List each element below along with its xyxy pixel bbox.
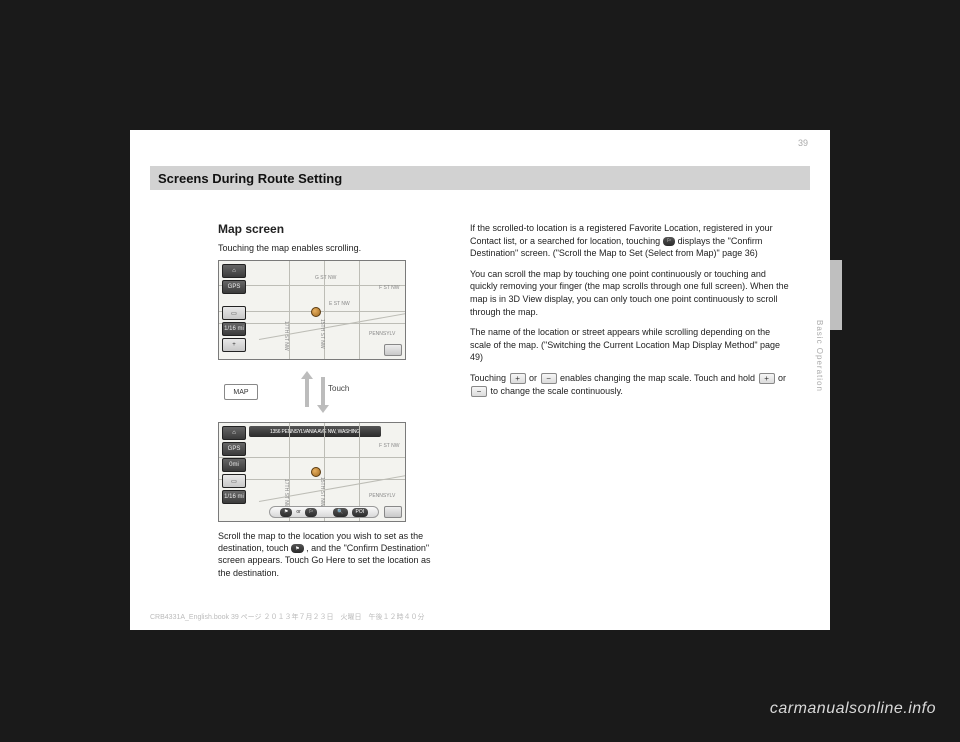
poi-button[interactable]: POI: [352, 508, 369, 517]
touch-label: Touch: [328, 384, 349, 393]
street-label: PENNSYLV: [369, 493, 395, 499]
left-column: Map screen Touching the map enables scro…: [218, 222, 438, 585]
print-footnote: CRB4331A_English.book 39 ページ ２０１３年７月２３日 …: [150, 612, 424, 622]
map-side-controls: ⌂ GPS ▭ 1/16 mi +: [222, 264, 246, 352]
street-label: 15TH ST NW: [319, 319, 325, 349]
street-label: PENNSYLV: [369, 331, 395, 337]
zoom-out-icon[interactable]: −: [541, 373, 557, 384]
zoom-in-button[interactable]: +: [222, 338, 246, 352]
section-header: Screens During Route Setting: [150, 166, 810, 190]
arrow-up-icon: [302, 371, 312, 413]
compass-button[interactable]: ⌂: [222, 426, 246, 440]
manual-page: 39 Basic Operation Screens During Route …: [130, 130, 830, 630]
transition-row: MAP Touch: [218, 366, 438, 418]
intro-text: Touching the map enables scrolling.: [218, 242, 438, 254]
zoom-out-button[interactable]: [384, 506, 402, 518]
street-label: G ST NW: [315, 275, 336, 281]
flag-dest-button-inline[interactable]: ⚑: [291, 544, 303, 553]
arrow-down-icon: [318, 371, 328, 413]
watermark: carmanualsonline.info: [770, 700, 936, 718]
scale-button[interactable]: 1/16 mi: [222, 322, 246, 336]
map-cursor-icon: [311, 467, 321, 477]
flag-waypoint-button[interactable]: ⚐: [305, 508, 317, 517]
map-side-controls: ⌂ GPS 0mi ▭ 1/16 mi: [222, 426, 246, 504]
gps-button[interactable]: GPS: [222, 280, 246, 294]
or-label: or: [296, 509, 300, 515]
layer-button[interactable]: ▭: [222, 474, 246, 488]
thumb-tab: [830, 260, 842, 330]
paragraph-street-name: The name of the location or street appea…: [470, 326, 790, 364]
map-hard-key[interactable]: MAP: [224, 384, 258, 400]
zoom-in-icon[interactable]: +: [510, 373, 526, 384]
map-screenshot-bottom: 1356 PENNSYLVANIA AVE NW, WASHING F ST N…: [218, 422, 406, 522]
map-screenshot-top: G ST NW E ST NW F ST NW 17TH ST NW 15TH …: [218, 260, 406, 360]
zoom-in-icon[interactable]: +: [759, 373, 775, 384]
layer-button[interactable]: ▭: [222, 306, 246, 320]
map-bottom-bar: ⚑ or ⚐ 🔍 POI: [269, 506, 379, 518]
search-button[interactable]: 🔍: [333, 508, 347, 517]
gps-button[interactable]: GPS: [222, 442, 246, 456]
section-title: Screens During Route Setting: [158, 171, 342, 186]
paragraph-scroll: You can scroll the map by touching one p…: [470, 268, 790, 318]
flag-waypoint-button-inline[interactable]: ⚐: [663, 237, 675, 246]
compass-button[interactable]: ⌂: [222, 264, 246, 278]
address-bar: 1356 PENNSYLVANIA AVE NW, WASHING: [249, 426, 381, 437]
street-label: F ST NW: [379, 285, 399, 291]
zoom-out-icon[interactable]: −: [471, 386, 487, 397]
transition-arrows: [302, 366, 328, 418]
flag-dest-button[interactable]: ⚑: [280, 508, 292, 517]
street-label: 15TH ST NW: [319, 477, 325, 507]
subheading-map-screen: Map screen: [218, 222, 438, 236]
street-label: 17TH ST NW: [283, 479, 289, 509]
section-side-label: Basic Operation: [815, 320, 824, 392]
distance-button[interactable]: 0mi: [222, 458, 246, 472]
street-label: 17TH ST NW: [283, 321, 289, 351]
page-number: 39: [798, 138, 808, 148]
map-pin-icon: [311, 307, 321, 317]
paragraph-zoom: Touching + or − enables changing the map…: [470, 372, 790, 397]
right-column: If the scrolled-to location is a registe…: [470, 222, 790, 405]
street-label: F ST NW: [379, 443, 399, 449]
street-label: E ST NW: [329, 301, 350, 307]
zoom-out-button[interactable]: [384, 344, 402, 356]
paragraph-favorite: If the scrolled-to location is a registe…: [470, 222, 790, 260]
scale-button[interactable]: 1/16 mi: [222, 490, 246, 504]
scroll-instruction: Scroll the map to the location you wish …: [218, 530, 438, 579]
